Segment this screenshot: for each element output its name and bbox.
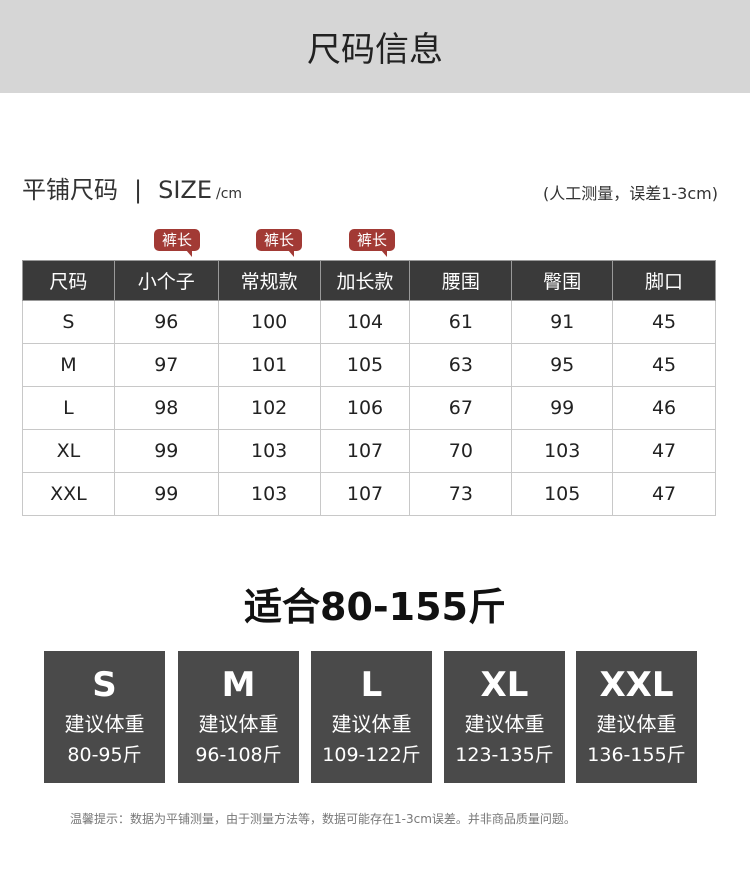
- banner: 尺码信息: [0, 0, 750, 93]
- measure-note: (人工测量，误差1-3cm): [542, 184, 718, 203]
- fit-title: 适合80-155斤: [244, 585, 506, 629]
- section-title: 平铺尺码 | SIZE /cm: [22, 170, 242, 205]
- table-cell: 45: [612, 300, 716, 344]
- table-cell: 47: [612, 472, 716, 516]
- weight-card: L 建议体重 109-122斤: [311, 651, 432, 783]
- table-cell: 98: [113, 386, 219, 430]
- table-cell: 107: [319, 472, 411, 516]
- tag-length: 裤长: [256, 229, 302, 257]
- weight-card: M 建议体重 96-108斤: [178, 651, 299, 783]
- column-header: 尺码: [22, 260, 115, 301]
- table-cell: 95: [511, 343, 614, 387]
- separator: |: [134, 176, 143, 204]
- weight-label: 建议体重: [331, 712, 412, 736]
- table-cell: 99: [113, 429, 219, 473]
- table-cell: 105: [319, 343, 411, 387]
- column-header: 脚口: [612, 260, 716, 301]
- table-cell: 99: [113, 472, 219, 516]
- footer-note: 温馨提示：数据为平铺测量，由于测量方法等，数据可能存在1-3cm误差。并非商品质…: [70, 812, 576, 826]
- weight-range: 123-135斤: [455, 744, 554, 766]
- column-header: 小个子: [113, 260, 219, 301]
- table-cell: XXL: [22, 472, 115, 516]
- table-row: S 96 100 104 61 91 45: [22, 300, 716, 344]
- banner-title: 尺码信息: [307, 30, 443, 70]
- column-header: 加长款: [319, 260, 411, 301]
- table-cell: 100: [217, 300, 321, 344]
- weight-range: 109-122斤: [322, 744, 421, 766]
- table-cell: 106: [319, 386, 411, 430]
- column-header: 常规款: [217, 260, 321, 301]
- table-cell: 99: [511, 386, 614, 430]
- weight-size: S: [92, 665, 117, 705]
- table-cell: 70: [409, 429, 513, 473]
- table-cell: L: [22, 386, 115, 430]
- table-cell: 46: [612, 386, 716, 430]
- size-label: SIZE: [158, 176, 213, 204]
- unit-label: /cm: [216, 186, 243, 202]
- table-cell: 103: [511, 429, 614, 473]
- table-cell: 102: [217, 386, 321, 430]
- table-cell: 91: [511, 300, 614, 344]
- table-cell: 73: [409, 472, 513, 516]
- weight-range: 80-95斤: [67, 744, 142, 766]
- table-cell: XL: [22, 429, 115, 473]
- table-cell: 61: [409, 300, 513, 344]
- table-row: M 97 101 105 63 95 45: [22, 343, 716, 387]
- table-cell: 107: [319, 429, 411, 473]
- weight-size: L: [360, 665, 383, 705]
- table-cell: 96: [113, 300, 219, 344]
- table-cell: 67: [409, 386, 513, 430]
- weight-card: XXL 建议体重 136-155斤: [576, 651, 697, 783]
- table-row: XXL 99 103 107 73 105 47: [22, 472, 716, 516]
- tag-length: 裤长: [154, 229, 200, 257]
- weight-range: 96-108斤: [195, 744, 282, 766]
- table-cell: 45: [612, 343, 716, 387]
- weight-size: XL: [480, 665, 529, 705]
- table-cell: 47: [612, 429, 716, 473]
- table-cell: 103: [217, 472, 321, 516]
- weight-size: M: [221, 665, 256, 705]
- weight-card: XL 建议体重 123-135斤: [444, 651, 565, 783]
- weight-label: 建议体重: [464, 712, 545, 736]
- weight-label: 建议体重: [596, 712, 677, 736]
- table-row: L 98 102 106 67 99 46: [22, 386, 716, 430]
- weight-size: XXL: [599, 665, 674, 705]
- table-cell: 63: [409, 343, 513, 387]
- weight-label: 建议体重: [64, 712, 145, 736]
- table-cell: 97: [113, 343, 219, 387]
- weight-range: 136-155斤: [587, 744, 686, 766]
- tag-length: 裤长: [349, 229, 395, 257]
- table-cell: S: [22, 300, 115, 344]
- table-cell: 101: [217, 343, 321, 387]
- table-cell: M: [22, 343, 115, 387]
- size-table: 尺码 小个子 常规款 加长款 腰围 臀围 脚口 S 96 100 104 61 91 45 M 97 101 1…: [22, 260, 716, 516]
- column-header: 臀围: [511, 260, 614, 301]
- table-row: XL 99 103 107 70 103 47: [22, 429, 716, 473]
- table-cell: 105: [511, 472, 614, 516]
- weight-card: S 建议体重 80-95斤: [44, 651, 165, 783]
- table-cell: 104: [319, 300, 411, 344]
- column-header: 腰围: [409, 260, 513, 301]
- section-title-text: 平铺尺码: [22, 176, 118, 204]
- weight-label: 建议体重: [198, 712, 279, 736]
- table-cell: 103: [217, 429, 321, 473]
